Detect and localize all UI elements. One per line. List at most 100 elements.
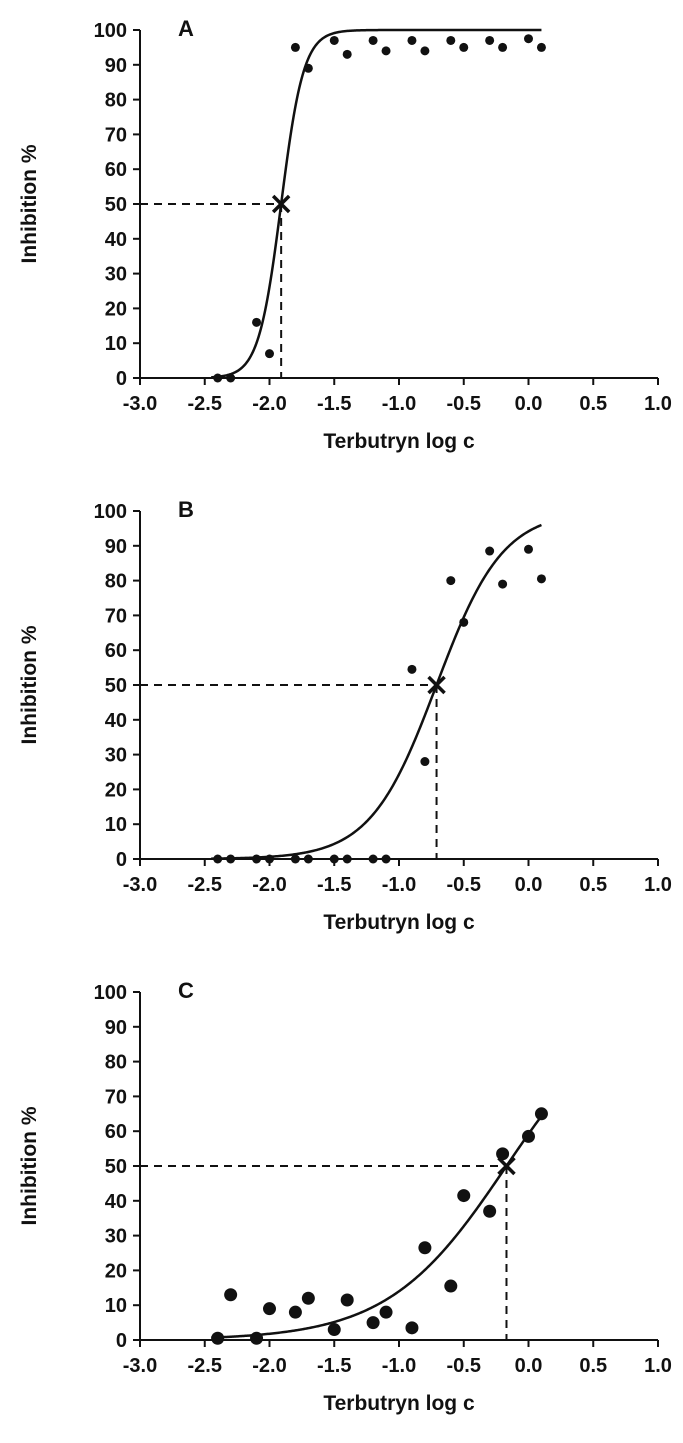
- ec50-marker: [497, 1156, 516, 1176]
- x-tick-label: 1.0: [644, 1355, 672, 1377]
- data-point: [534, 1107, 548, 1121]
- data-point: [265, 349, 274, 359]
- y-axis-title: Inhibition %: [18, 625, 41, 744]
- x-tick-label: -1.0: [382, 1355, 416, 1377]
- data-point: [446, 576, 456, 586]
- fit-curve: [211, 28, 542, 379]
- data-point: [213, 373, 223, 383]
- data-point: [420, 757, 430, 767]
- x-tick-label: -0.5: [447, 1355, 481, 1377]
- data-point: [405, 1321, 419, 1335]
- x-tick-label: 1.0: [644, 393, 672, 415]
- chart-c-svg: 0 10 20 30 40 50 60 70 80 90 100 -3.0 -2.5 -2.0 -1.5 -1…: [18, 978, 672, 1415]
- y-axis-title: Inhibition %: [18, 1106, 41, 1225]
- x-tick-label: -1.0: [382, 874, 416, 896]
- x-tick-label: -3.0: [123, 393, 157, 415]
- y-tick-label: 20: [105, 779, 127, 801]
- x-tick-label: 0.0: [515, 393, 543, 415]
- y-tick-label: 70: [105, 605, 127, 627]
- data-point: [418, 1241, 432, 1255]
- y-tick-label: 40: [105, 710, 127, 732]
- x-tick-label: -0.5: [447, 874, 481, 896]
- y-tick-label: 60: [105, 159, 127, 181]
- data-point: [290, 42, 300, 52]
- x-tick-label: -2.5: [188, 1355, 222, 1377]
- chart-a-svg: 0 10 20 30 40 50 60 70 80 90 100 -3.0 -2.5 -2.0 -1.5 -1…: [18, 16, 672, 453]
- data-point: [407, 35, 417, 45]
- data-point: [366, 1316, 380, 1330]
- data-point: [288, 1305, 302, 1319]
- data-point: [459, 617, 469, 627]
- data-point: [303, 854, 313, 864]
- y-tick-label: 100: [94, 982, 127, 1004]
- panel-label-c: C: [178, 978, 194, 1003]
- y-tick-label: 50: [105, 1156, 127, 1178]
- data-point: [329, 854, 339, 864]
- y-tick-label: 0: [116, 849, 127, 871]
- y-tick-label: 40: [105, 229, 127, 251]
- data-point: [327, 1323, 341, 1337]
- data-point: [496, 1147, 510, 1161]
- data-point: [368, 854, 378, 864]
- data-point: [224, 1288, 238, 1302]
- data-point: [252, 317, 262, 327]
- ec50-marker: [271, 194, 291, 214]
- y-tick-label: 100: [94, 501, 127, 523]
- x-tick-label: -2.0: [252, 1355, 286, 1377]
- x-tick-label: -2.0: [252, 874, 286, 896]
- data-point: [342, 854, 352, 864]
- x-tick-label: -1.5: [317, 874, 351, 896]
- data-point: [536, 42, 546, 52]
- x-tick-label: -2.5: [188, 393, 222, 415]
- y-tick-label: 70: [105, 124, 127, 146]
- y-tick-label: 10: [105, 814, 127, 836]
- data-point: [420, 46, 430, 56]
- data-point: [483, 1204, 497, 1218]
- y-tick-label: 40: [105, 1191, 127, 1213]
- data-point: [498, 42, 508, 52]
- y-tick-label: 90: [105, 536, 127, 558]
- data-point: [211, 1331, 225, 1345]
- x-tick-label: 0.0: [515, 1355, 543, 1377]
- data-point: [340, 1293, 354, 1307]
- y-tick-label: 10: [105, 1295, 127, 1317]
- data-point: [522, 1129, 535, 1143]
- data-point: [536, 574, 546, 584]
- x-axis-title: Terbutryn log c: [323, 911, 475, 934]
- data-point: [485, 35, 495, 45]
- fit-curve: [211, 1111, 546, 1339]
- y-tick-label: 20: [105, 1260, 127, 1282]
- y-tick-label: 20: [105, 298, 127, 320]
- data-point: [524, 544, 533, 554]
- y-tick-label: 80: [105, 1052, 127, 1074]
- x-tick-label: -0.5: [447, 393, 481, 415]
- x-tick-label: -1.0: [382, 393, 416, 415]
- data-point: [252, 854, 262, 864]
- x-tick-label: 0.0: [515, 874, 543, 896]
- x-axis-title: Terbutryn log c: [323, 1392, 475, 1415]
- panel-label-a: A: [178, 16, 194, 41]
- data-point: [457, 1189, 471, 1203]
- y-tick-label: 90: [105, 1017, 127, 1039]
- data-point: [381, 854, 391, 864]
- x-tick-label: -2.5: [188, 874, 222, 896]
- x-tick-label: -1.5: [317, 393, 351, 415]
- ec50-marker: [427, 675, 446, 695]
- y-tick-label: 50: [105, 194, 127, 216]
- x-tick-label: 0.5: [579, 874, 607, 896]
- data-point: [226, 373, 236, 383]
- y-tick-label: 30: [105, 264, 127, 286]
- data-point: [459, 42, 469, 52]
- data-point: [524, 34, 533, 44]
- y-axis-title: Inhibition %: [18, 144, 41, 263]
- y-tick-label: 80: [105, 90, 127, 112]
- data-point: [265, 854, 274, 864]
- data-point: [407, 664, 417, 674]
- data-point: [303, 63, 313, 73]
- chart-b-svg: 0 10 20 30 40 50 60 70 80 90 100 -3.0 -2.5 -2.0 -1.5 -1…: [18, 497, 672, 934]
- y-tick-label: 60: [105, 1121, 127, 1143]
- data-point: [485, 546, 495, 556]
- y-tick-label: 10: [105, 333, 127, 355]
- data-point: [498, 579, 508, 589]
